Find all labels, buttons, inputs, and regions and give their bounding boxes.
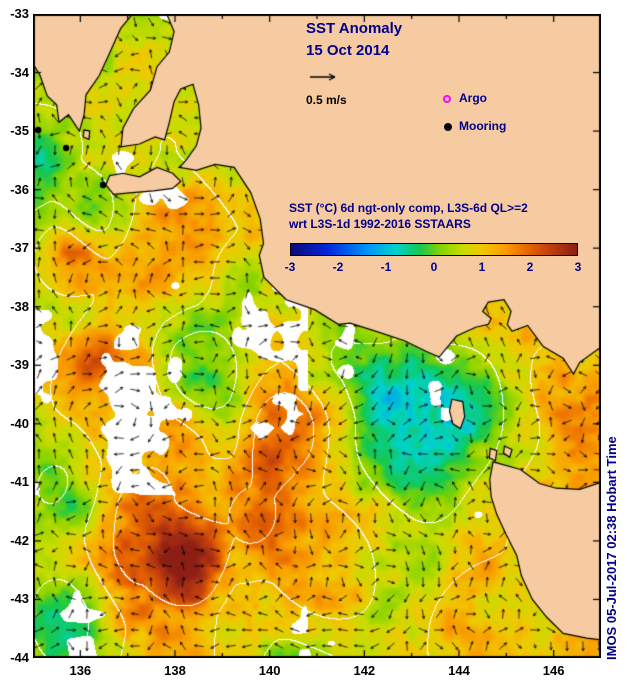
argo-marker-icon (443, 95, 451, 103)
y-axis-tick-label: -33 (10, 6, 29, 21)
y-axis-tick-label: -42 (10, 532, 29, 548)
x-axis-tick-label: 146 (542, 663, 565, 678)
y-axis-tick-label: -43 (10, 591, 29, 607)
y-axis-tick-label: -37 (10, 240, 29, 256)
x-axis-tick-label: 138 (164, 663, 186, 678)
colorbar-tick-label: -3 (284, 260, 296, 274)
plot-date: 15 Oct 2014 (306, 42, 390, 59)
x-axis-tick-label: 136 (69, 663, 92, 678)
colorbar-label-line2: wrt L3S-1d 1992-2016 SSTAARS (289, 217, 471, 231)
colorbar (290, 243, 578, 256)
colorbar-tick-label: -2 (332, 260, 344, 274)
y-axis-tick-label: -40 (10, 415, 29, 431)
colorbar-tick-label: 3 (574, 260, 582, 274)
legend-argo-label: Argo (459, 91, 487, 105)
y-axis-tick-label: -41 (10, 474, 29, 490)
legend-mooring-label: Mooring (459, 119, 507, 133)
colorbar-label-line1: SST (°C) 6d ngt-only comp, L3S-6d QL>=2 (289, 201, 528, 215)
y-axis-tick-label: -39 (10, 357, 29, 373)
y-axis-tick-label: -38 (10, 298, 29, 314)
map-canvas (33, 14, 601, 658)
mooring-marker-icon (444, 123, 452, 131)
colorbar-tick-label: 0 (430, 260, 438, 274)
colorbar-tick-label: 2 (526, 260, 534, 274)
x-axis-tick-label: 144 (448, 663, 470, 678)
colorbar-tick-label: 1 (478, 260, 486, 274)
watermark-timestamp: IMOS 05-Jul-2017 02:38 Hobart Time (604, 436, 619, 660)
colorbar-tick-label: -1 (380, 260, 392, 274)
vector-scale-label: 0.5 m/s (306, 93, 347, 107)
x-axis-tick-label: 140 (258, 663, 281, 678)
y-axis-tick-label: -36 (10, 181, 29, 197)
x-axis-tick-label: 142 (353, 663, 376, 678)
y-axis-tick-label: -44 (10, 650, 29, 665)
y-axis-tick-label: -35 (10, 123, 29, 139)
plot-title: SST Anomaly (306, 20, 403, 37)
y-axis-tick-label: -34 (10, 64, 29, 80)
